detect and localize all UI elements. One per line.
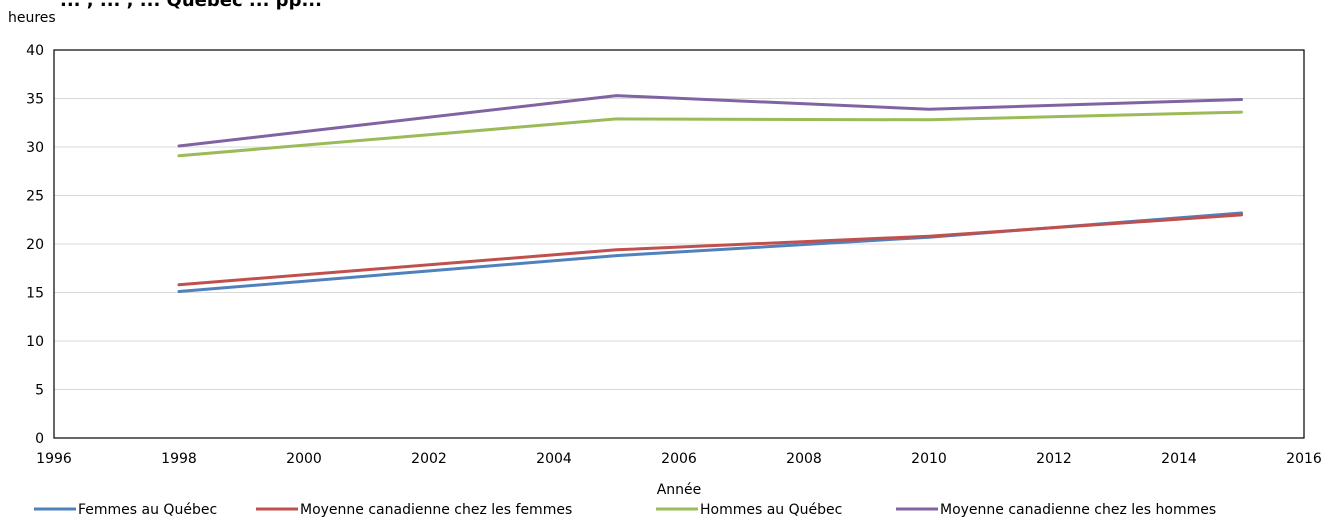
y-tick-label: 20 <box>26 237 44 253</box>
data-point <box>178 145 180 147</box>
y-tick-label: 5 <box>35 383 44 399</box>
data-point <box>928 108 930 110</box>
x-tick-label: 2006 <box>661 451 697 467</box>
legend-label: Moyenne canadienne chez les femmes <box>300 502 572 518</box>
legend: Femmes au Québec Moyenne canadienne chez … <box>34 502 1216 518</box>
data-point <box>616 249 617 251</box>
x-tick-label: 2004 <box>536 451 572 467</box>
x-tick-label: 2010 <box>911 451 947 467</box>
data-point <box>616 255 617 257</box>
legend-label: Femmes au Québec <box>78 502 217 518</box>
data-point <box>1241 111 1242 113</box>
legend-label: Hommes au Québec <box>700 502 842 518</box>
y-axis-unit-label: heures <box>8 10 56 26</box>
data-point <box>178 291 180 293</box>
x-tick-label: 2008 <box>786 451 822 467</box>
x-axis-ticks: 1996 1998 2000 2002 2004 2006 2008 2010 2012 2014… <box>36 451 1322 467</box>
data-point <box>178 284 180 286</box>
x-tick-label: 2012 <box>1036 451 1072 467</box>
series-line-3 <box>177 110 1243 158</box>
y-tick-label: 0 <box>35 431 44 447</box>
chart-title: ... , ... , ... Québec ... pp... <box>60 0 322 11</box>
data-point <box>928 235 930 237</box>
y-tick-label: 25 <box>26 189 44 205</box>
data-point <box>616 95 617 97</box>
x-axis-label: Année <box>657 482 702 498</box>
y-tick-label: 10 <box>26 334 44 350</box>
data-point <box>1241 212 1242 214</box>
x-tick-label: 2000 <box>286 451 322 467</box>
gridlines <box>54 98 1304 390</box>
y-axis-ticks: 0 5 10 15 20 25 30 35 40 <box>26 43 44 447</box>
data-point <box>1241 214 1242 216</box>
data-point <box>616 118 617 120</box>
series-line-4 <box>177 94 1243 148</box>
x-tick-label: 2002 <box>411 451 447 467</box>
legend-label: Moyenne canadienne chez les hommes <box>940 502 1216 518</box>
plot-area-frame <box>53 49 1305 439</box>
x-tick-label: 2014 <box>1161 451 1197 467</box>
series-lines <box>177 94 1243 293</box>
y-tick-label: 30 <box>26 140 44 156</box>
series-line-2 <box>177 213 1243 287</box>
x-tick-label: 2016 <box>1286 451 1322 467</box>
data-point <box>928 119 930 121</box>
data-point <box>1241 98 1242 100</box>
y-tick-label: 40 <box>26 43 44 59</box>
y-tick-label: 35 <box>26 92 44 108</box>
data-point <box>178 155 180 157</box>
y-tick-label: 15 <box>26 286 44 302</box>
x-tick-label: 1996 <box>36 451 72 467</box>
x-tick-label: 1998 <box>161 451 197 467</box>
